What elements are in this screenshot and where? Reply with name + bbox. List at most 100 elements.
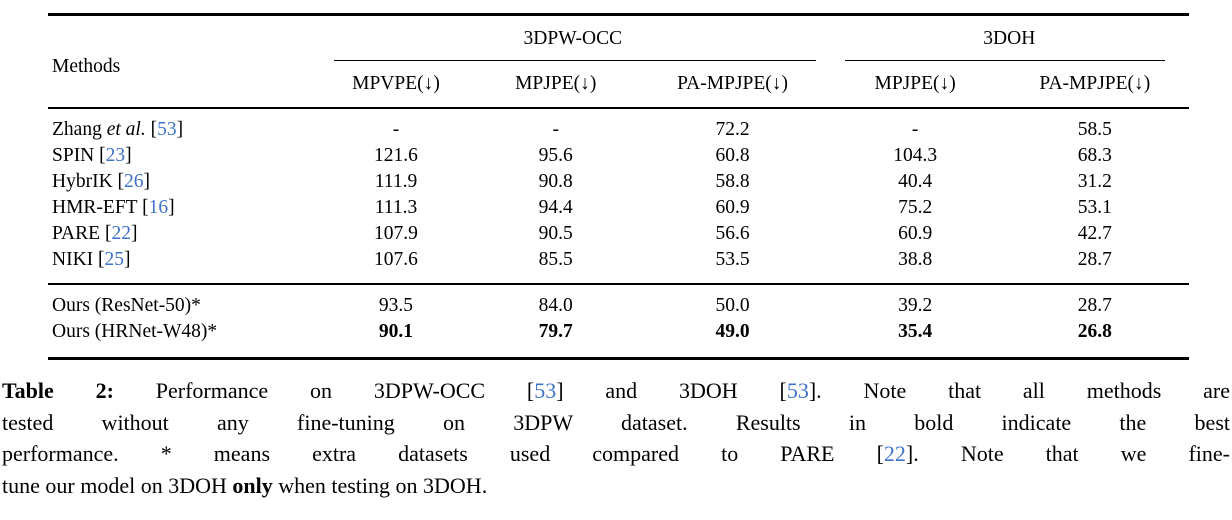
metric-value: 68.3 [1077, 145, 1112, 166]
metric-value: 53.1 [1077, 197, 1112, 218]
ours-methods-section: Ours (ResNet-50)* 93.5 84.0 50.0 39.2 28… [48, 284, 1189, 359]
method-cell: HMR-EFT [16] [48, 195, 316, 221]
method-cell: Ours (ResNet-50)* [52, 295, 201, 316]
caption-text: ] and 3DOH [ [556, 378, 787, 403]
caption-text: performance. * means extra datasets used… [2, 441, 884, 466]
metric-value: 85.5 [538, 249, 573, 270]
method-name: HMR-EFT [52, 197, 138, 218]
caption-line: tune our model on 3DOH only when testing… [2, 470, 1230, 502]
citation-bracket: [ [112, 171, 125, 192]
column-header-pa-mpjpe: PA-MPJPE(↓) [635, 61, 830, 109]
metric-value: 58.8 [715, 171, 750, 192]
metric-value: 111.9 [374, 171, 418, 192]
citation-bracket: [ [100, 223, 112, 244]
column-header-pa-mpjpe-3doh: PA-MPJPE(↓) [1000, 61, 1189, 109]
metric-value-best: 49.0 [715, 321, 750, 342]
caption-text: Performance on 3DPW-OCC [ [113, 378, 535, 403]
caption-line: tested without any fine-tuning on 3DPW d… [2, 407, 1230, 439]
column-header-mpvpe: MPVPE(↓) [316, 61, 476, 109]
metric-value: 39.2 [898, 295, 933, 316]
method-etal: et al. [106, 119, 146, 140]
method-name: SPIN [52, 145, 95, 166]
citation-bracket: [ [93, 249, 105, 270]
citation-link[interactable]: 23 [105, 145, 126, 166]
method-cell: Zhang et al. [53] [48, 108, 316, 143]
metric-value: 107.6 [374, 249, 418, 270]
method-name: NIKI [52, 249, 94, 270]
method-name: Zhang [52, 119, 107, 140]
metric-value: - [552, 119, 559, 140]
metric-value: 38.8 [898, 249, 933, 270]
metric-value: 107.9 [374, 223, 418, 244]
method-cell: Ours (HRNet-W48)* [52, 321, 218, 342]
citation-link[interactable]: 53 [786, 378, 809, 403]
results-table: Methods 3DPW-OCC 3DOH MPVPE(↓) MPJPE(↓) … [48, 13, 1189, 360]
caption-line: performance. * means extra datasets used… [2, 438, 1230, 470]
citation-bracket: [ [145, 119, 158, 140]
metric-value: 75.2 [898, 197, 933, 218]
metric-value-best: 90.1 [378, 321, 414, 342]
metric-value: 94.4 [538, 197, 573, 218]
table-row-zhang: Zhang et al. [53] - - 72.2 - 58.5 [48, 108, 1189, 143]
table-row-hybrik: HybrIK [26] 111.9 90.8 58.8 40.4 31.2 [48, 169, 1189, 195]
citation-link[interactable]: 16 [148, 197, 169, 218]
caption-label: Table 2: [2, 378, 114, 403]
method-cell: SPIN [23] [48, 143, 316, 169]
method-name: HybrIK [52, 171, 113, 192]
metric-value: 95.6 [538, 145, 573, 166]
citation-bracket: ] [124, 249, 131, 270]
metric-value: 50.0 [715, 295, 750, 316]
table-row-ours-resnet50: Ours (ResNet-50)* 93.5 84.0 50.0 39.2 28… [48, 284, 1189, 319]
table-caption: Table 2: Performance on 3DPW-OCC [53] an… [0, 375, 1232, 501]
metric-value: 56.6 [715, 223, 750, 244]
metric-value: 93.5 [378, 295, 414, 316]
metric-value: - [911, 119, 919, 140]
citation-bracket: ] [130, 223, 138, 244]
metric-value-best: 79.7 [538, 321, 573, 342]
metric-value: 104.3 [893, 145, 938, 166]
citation-bracket: ] [125, 145, 132, 166]
column-header-mpjpe-3doh: MPJPE(↓) [829, 61, 1001, 109]
citation-bracket: ] [176, 119, 184, 140]
column-group-3doh: 3DOH [830, 15, 1189, 62]
table-group-header-row: Methods 3DPW-OCC 3DOH [48, 14, 1189, 109]
metric-value: 60.9 [898, 223, 933, 244]
caption-text: when testing on 3DOH. [272, 472, 488, 498]
caption-text: ]. Note that we fine- [905, 441, 1230, 466]
citation-link[interactable]: 22 [111, 223, 131, 244]
citation-link[interactable]: 53 [157, 119, 177, 140]
caption-text: tested without any fine-tuning on 3DPW d… [2, 409, 1230, 435]
citation-link[interactable]: 53 [534, 378, 557, 403]
table-row-pare: PARE [22] 107.9 90.5 56.6 60.9 42.7 [48, 221, 1189, 247]
caption-text: ]. Note that all methods are [808, 378, 1230, 403]
method-cell: PARE [22] [48, 221, 316, 247]
table-row-spin: SPIN [23] 121.6 95.6 60.8 104.3 68.3 [48, 143, 1189, 169]
caption-emphasis: only [232, 472, 273, 498]
caption-line: Table 2: Performance on 3DPW-OCC [53] an… [2, 375, 1230, 407]
metric-value: 84.0 [538, 295, 573, 316]
citation-bracket: ] [143, 171, 151, 192]
metric-value: 58.5 [1077, 119, 1112, 140]
metric-value: 121.6 [374, 145, 418, 166]
citation-bracket: [ [137, 197, 149, 218]
metric-value: 111.3 [374, 197, 418, 218]
metric-value: 42.7 [1077, 223, 1112, 244]
table-row-niki: NIKI [25] 107.6 85.5 53.5 38.8 28.7 [48, 247, 1189, 284]
metric-value: 40.4 [898, 171, 933, 192]
column-group-3dpw-occ: 3DPW-OCC [316, 15, 829, 62]
table-row-hmr-eft: HMR-EFT [16] 111.3 94.4 60.9 75.2 53.1 [48, 195, 1189, 221]
metric-value: 90.5 [538, 223, 573, 244]
citation-bracket: [ [94, 145, 106, 166]
metric-value: 28.7 [1077, 249, 1112, 270]
metric-value-best: 26.8 [1077, 321, 1112, 342]
metric-value: 72.2 [715, 119, 750, 140]
citation-link[interactable]: 26 [124, 171, 144, 192]
citation-link[interactable]: 22 [883, 441, 906, 466]
metric-value: 60.9 [715, 197, 750, 218]
metric-value-best: 35.4 [898, 321, 933, 342]
method-cell: NIKI [25] [48, 247, 316, 284]
citation-link[interactable]: 25 [104, 249, 125, 270]
metric-value: - [392, 119, 400, 140]
caption-text: tune our model on 3DOH [2, 472, 233, 498]
